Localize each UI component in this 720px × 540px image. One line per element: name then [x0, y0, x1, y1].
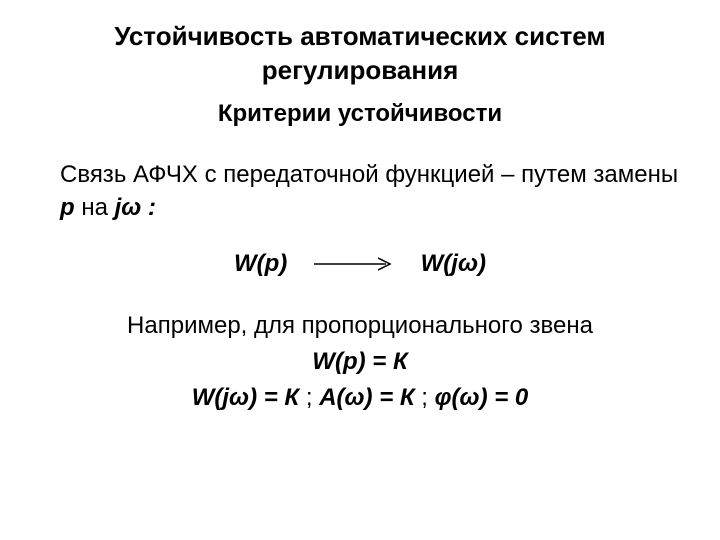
body-prefix: Связь АФЧХ с передаточной функцией – пут… — [60, 161, 678, 188]
example-block: Например, для пропорционального звена W(… — [40, 308, 680, 416]
title-line-1: Устойчивость автоматических систем — [114, 21, 605, 51]
arrow-icon — [314, 250, 394, 278]
example-line-1: Например, для пропорционального звена — [127, 312, 593, 339]
example-eq-a: W(jω) = К — [192, 384, 299, 411]
example-line-2: W(р) = К — [312, 348, 407, 375]
body-mid: на — [75, 194, 115, 221]
body-variable-p: p — [60, 194, 75, 221]
body-paragraph: Связь АФЧХ с передаточной функцией – пут… — [40, 158, 680, 225]
subtitle: Критерии устойчивости — [40, 100, 680, 128]
title-line-2: регулирования — [262, 55, 459, 85]
example-eq-b: А(ω) = К — [319, 384, 414, 411]
formula-right: W(jω) — [421, 250, 486, 277]
example-sep-2: ; — [415, 384, 435, 411]
main-title: Устойчивость автоматических систем регул… — [40, 20, 680, 88]
body-variable-jw: jω : — [115, 194, 156, 221]
formula-transformation: W(p) W(jω) — [40, 250, 680, 278]
example-eq-c: φ(ω) = 0 — [435, 384, 529, 411]
example-sep-1: ; — [299, 384, 319, 411]
formula-left: W(p) — [234, 250, 287, 277]
